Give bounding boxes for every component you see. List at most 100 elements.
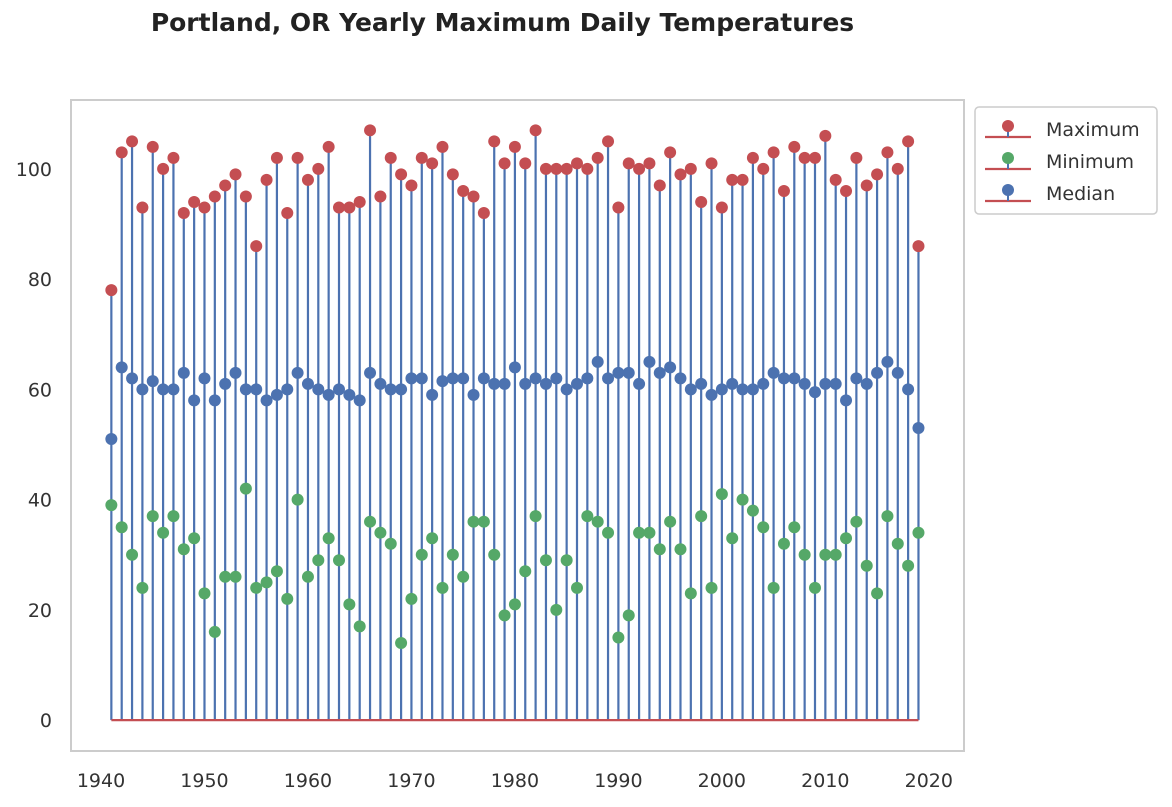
median-point	[633, 377, 646, 390]
median-point	[570, 377, 583, 390]
minimum-point	[353, 620, 366, 633]
x-tick-label: 1960	[284, 770, 332, 792]
legend-label: Minimum	[1046, 151, 1134, 173]
median-point	[301, 377, 314, 390]
maximum-point	[715, 201, 728, 214]
minimum-point	[715, 488, 728, 501]
minimum-point	[208, 625, 221, 638]
y-axis: 0 20 40 60 80 100	[16, 159, 52, 732]
median-point	[353, 394, 366, 407]
maximum-point	[560, 162, 573, 175]
median-point	[798, 377, 811, 390]
maximum-point	[767, 146, 780, 159]
minimum-point	[798, 548, 811, 561]
maximum-point	[136, 201, 149, 214]
minimum-point	[808, 581, 821, 594]
median-point	[767, 366, 780, 379]
median-point	[902, 383, 915, 396]
minimum-point	[229, 570, 242, 583]
median-point	[167, 383, 180, 396]
median-point	[788, 372, 801, 385]
minimum-point	[405, 592, 418, 605]
maximum-point	[684, 162, 697, 175]
minimum-point	[726, 532, 739, 545]
maximum-point	[177, 207, 190, 220]
maximum-point	[167, 151, 180, 164]
minimum-point	[602, 526, 615, 539]
median-point	[674, 372, 687, 385]
maximum-point	[477, 207, 490, 220]
median-point	[488, 377, 501, 390]
maximum-point	[353, 195, 366, 208]
maximum-point	[301, 173, 314, 186]
median-point	[446, 372, 459, 385]
maximum-point	[902, 135, 915, 148]
median-point	[374, 377, 387, 390]
minimum-point	[198, 587, 211, 600]
maximum-point	[405, 179, 418, 192]
maximum-point	[374, 190, 387, 203]
minimum-point	[146, 510, 159, 523]
median-point	[177, 366, 190, 379]
maximum-point	[881, 146, 894, 159]
median-point	[684, 383, 697, 396]
maximum-point	[602, 135, 615, 148]
median-point	[695, 377, 708, 390]
median-point	[550, 372, 563, 385]
maximum-point	[219, 179, 232, 192]
minimum-point	[508, 598, 521, 611]
y-tick-label: 100	[16, 159, 52, 181]
stem-lines	[110, 130, 920, 721]
minimum-point	[457, 570, 470, 583]
maximum-point	[550, 162, 563, 175]
maximum-point	[229, 168, 242, 181]
minimum-point	[115, 521, 128, 534]
y-tick-label: 40	[28, 490, 52, 512]
median-point	[840, 394, 853, 407]
median-point	[457, 372, 470, 385]
maximum-point	[819, 129, 832, 142]
median-point	[829, 377, 842, 390]
maximum-point	[788, 140, 801, 153]
maximum-point	[467, 190, 480, 203]
maximum-point	[446, 168, 459, 181]
minimum-point	[260, 576, 273, 589]
minimum-point	[219, 570, 232, 583]
plot-frame	[70, 99, 965, 752]
maximum-point	[146, 140, 159, 153]
maximum-point	[498, 157, 511, 170]
minimum-point	[788, 521, 801, 534]
x-tick-label: 2000	[698, 770, 746, 792]
minimum-point	[881, 510, 894, 523]
minimum-point	[746, 504, 759, 517]
legend-label: Maximum	[1046, 119, 1140, 141]
x-tick-label: 1950	[180, 770, 228, 792]
maximum-point	[695, 195, 708, 208]
x-tick-label: 1940	[77, 770, 125, 792]
maximum-point	[746, 151, 759, 164]
maximum-point	[612, 201, 625, 214]
minimum-point	[250, 581, 263, 594]
minimum-point	[519, 565, 532, 578]
x-tick-label: 1970	[387, 770, 435, 792]
legend-marker-median	[1002, 184, 1014, 196]
median-point	[891, 366, 904, 379]
minimum-point	[126, 548, 139, 561]
chart-title: Portland, OR Yearly Maximum Daily Temper…	[150, 8, 855, 37]
maximum-point	[188, 195, 201, 208]
median-point	[395, 383, 408, 396]
minimum-point	[270, 565, 283, 578]
minimum-point	[157, 526, 170, 539]
median-point	[115, 361, 128, 374]
minimum-point	[757, 521, 770, 534]
minimum-point	[684, 587, 697, 600]
legend-marker-maximum	[1002, 120, 1014, 132]
median-point	[239, 383, 252, 396]
minimum-point	[467, 515, 480, 528]
median-point	[105, 433, 118, 446]
maximum-point	[519, 157, 532, 170]
minimum-point	[415, 548, 428, 561]
maximum-point	[322, 140, 335, 153]
legend-box	[974, 106, 1158, 215]
median-point	[539, 377, 552, 390]
